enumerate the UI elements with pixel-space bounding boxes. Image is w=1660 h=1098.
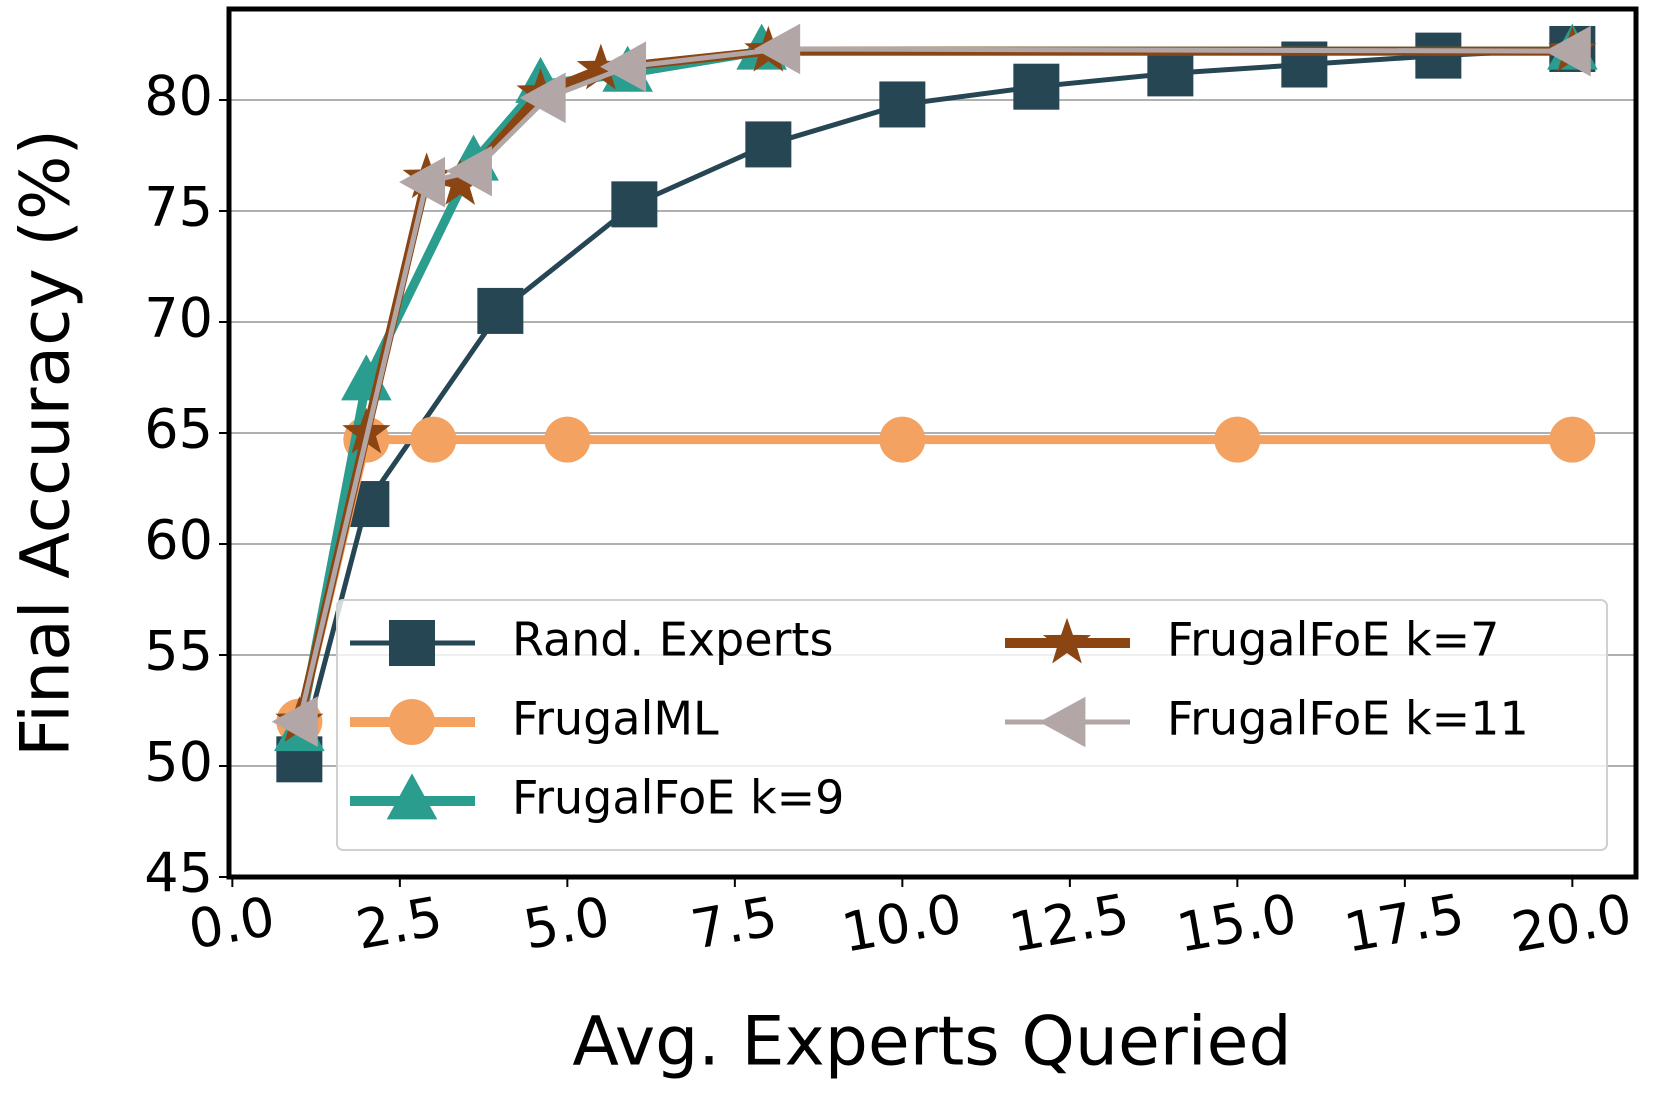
marker xyxy=(1544,25,1591,77)
marker xyxy=(745,121,792,168)
marker xyxy=(879,416,926,463)
y-tick-label: 45 xyxy=(144,842,213,905)
y-tick-label: 60 xyxy=(144,509,213,572)
marker xyxy=(477,287,524,334)
marker xyxy=(445,145,492,197)
x-tick-label: 12.5 xyxy=(1005,882,1134,965)
x-tick-label: 17.5 xyxy=(1340,882,1469,965)
y-tick-label: 70 xyxy=(144,287,213,350)
x-tick-label: 2.5 xyxy=(351,885,447,962)
plot-frame xyxy=(226,6,1639,880)
legend-marker xyxy=(386,773,438,820)
marker xyxy=(519,72,566,124)
legend-marker xyxy=(389,620,435,666)
y-tick-label: 65 xyxy=(144,398,213,461)
marker xyxy=(436,159,485,205)
legend-box xyxy=(336,599,1608,851)
marker xyxy=(754,23,801,75)
marker xyxy=(611,181,658,228)
x-tick-label: 7.5 xyxy=(686,885,782,962)
x-axis-label: Avg. Experts Queried xyxy=(572,1003,1291,1082)
marker xyxy=(271,696,318,747)
marker xyxy=(1214,416,1261,463)
legend-label: FrugalFoE k=11 xyxy=(1167,692,1529,746)
legend-label: FrugalFoE k=7 xyxy=(1167,613,1499,667)
x-tick-label: 10.0 xyxy=(837,882,966,965)
legend-marker xyxy=(389,699,435,745)
marker xyxy=(410,416,457,463)
legend-marker xyxy=(1039,696,1086,748)
marker xyxy=(879,81,926,128)
x-tick-label: 0.0 xyxy=(184,885,280,962)
marker xyxy=(1013,63,1060,110)
x-tick-label: 5.0 xyxy=(519,885,615,962)
marker xyxy=(600,41,647,93)
y-tick-label: 50 xyxy=(144,731,213,794)
legend-marker xyxy=(1042,617,1092,664)
y-tick-label: 55 xyxy=(144,620,213,683)
marker xyxy=(399,156,446,208)
y-tick-label: 80 xyxy=(144,65,213,128)
legend: Rand. Experts FrugalML FrugalFoE k=9 Frugal… xyxy=(336,599,1608,851)
legend-label: FrugalFoE k=9 xyxy=(512,771,844,825)
legend-label: Rand. Experts xyxy=(512,613,833,667)
marker xyxy=(544,416,591,463)
legend-label: FrugalML xyxy=(512,692,719,746)
x-tick-label: 20.0 xyxy=(1507,882,1636,965)
marker xyxy=(1549,416,1596,463)
y-tick-label: 75 xyxy=(144,176,213,239)
y-axis-label: Final Accuracy (%) xyxy=(7,129,86,757)
x-tick-label: 15.0 xyxy=(1172,882,1301,965)
marker xyxy=(1147,50,1194,97)
